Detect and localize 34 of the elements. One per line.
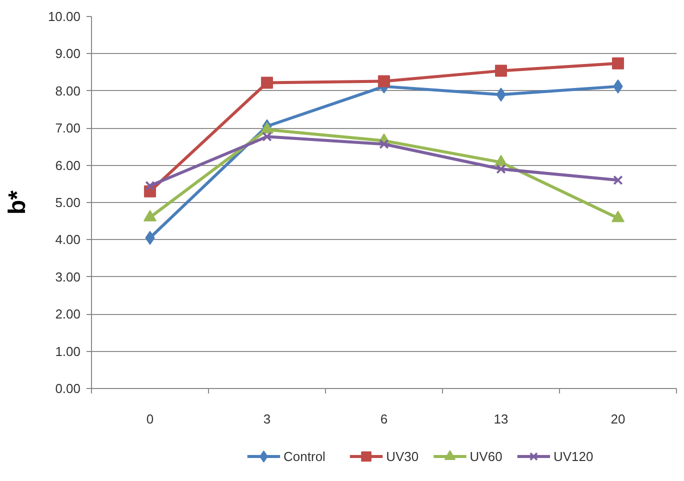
point [612, 210, 624, 222]
point [144, 210, 156, 222]
x-tick-label: 0 [146, 412, 154, 426]
legend-label: UV60 [470, 449, 502, 464]
legend-label: UV30 [386, 449, 419, 464]
point [378, 75, 390, 88]
y-tick-label: 0.00 [55, 381, 81, 396]
point [495, 64, 507, 77]
x-tick-label: 20 [610, 412, 626, 426]
point [260, 122, 274, 134]
point [262, 132, 272, 142]
point [496, 164, 506, 174]
y-tick-label: 10.00 [48, 9, 81, 24]
point [379, 139, 389, 149]
legend-label: UV120 [553, 449, 594, 464]
point [494, 154, 508, 166]
legend-label: Control [284, 449, 326, 464]
y-tick-label: 7.00 [55, 120, 81, 136]
y-tick-label: 9.00 [55, 46, 81, 62]
x-tick-label: 6 [380, 412, 388, 426]
y-axis-title: b* [4, 190, 31, 214]
y-tick-label: 8.00 [55, 83, 81, 98]
x-tick-label: 3 [263, 412, 271, 426]
y-tick-label: 2.00 [55, 306, 81, 322]
point [261, 76, 273, 89]
y-tick-label: 1.00 [55, 344, 81, 359]
y-tick-label: 4.00 [55, 232, 81, 248]
point [145, 180, 155, 191]
y-tick-label: 3.00 [55, 269, 81, 284]
y-tick-label: 6.00 [55, 158, 81, 173]
point [612, 57, 624, 70]
point [613, 175, 623, 186]
y-tick-label: 5.00 [55, 195, 81, 210]
x-tick-label: 13 [494, 412, 508, 426]
